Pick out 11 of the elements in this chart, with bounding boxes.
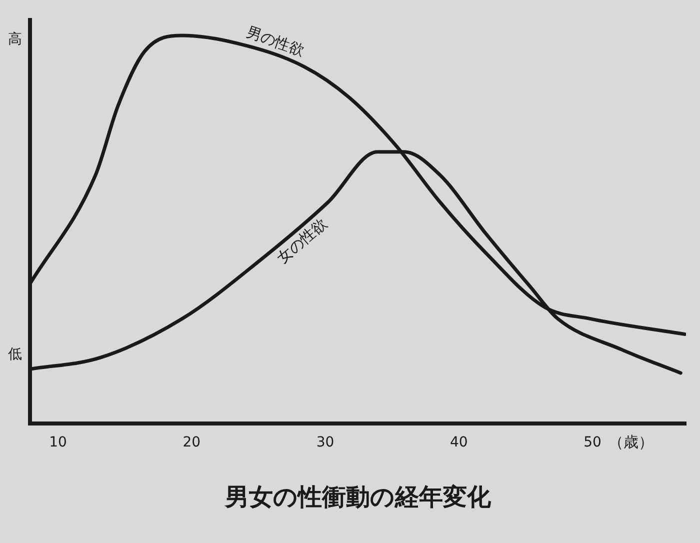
x-tick-label: 30: [316, 434, 334, 450]
x-tick-label: 40: [450, 434, 468, 450]
text: 女の性欲: [273, 214, 331, 268]
x-axis-title: （歳）: [608, 432, 654, 451]
text: 男の性欲: [244, 22, 307, 60]
x-tick-label: 10: [49, 434, 67, 450]
x-tick-label: 20: [182, 434, 201, 450]
text: 低: [8, 346, 22, 362]
text: 男女の性衝動の経年変化: [224, 482, 492, 511]
text: 高: [8, 32, 22, 48]
x-tick-label: 50: [584, 434, 602, 450]
